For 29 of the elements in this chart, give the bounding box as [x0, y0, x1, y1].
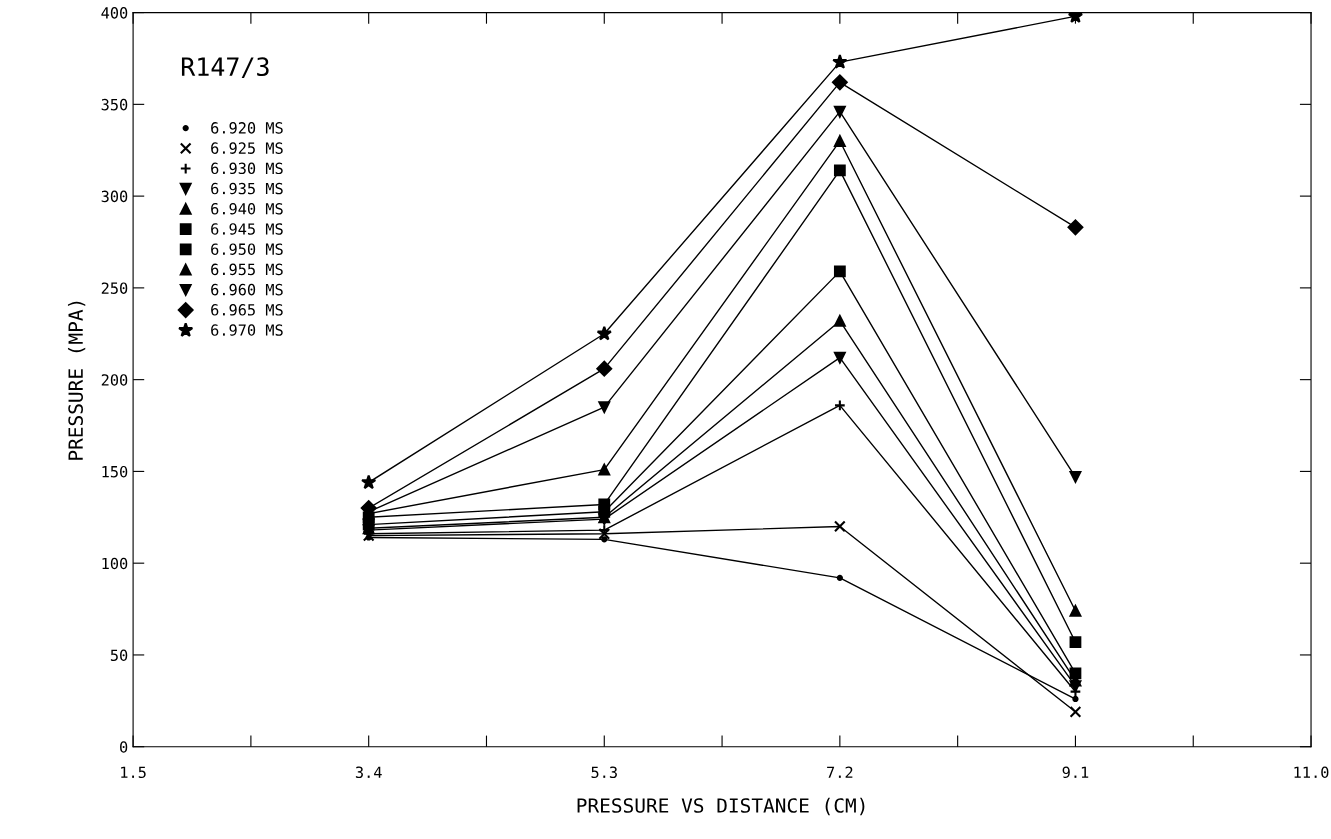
y-tick-label: 300: [101, 190, 128, 203]
legend-label: 6.945 MS: [211, 223, 283, 235]
y-tick-label: 150: [102, 465, 128, 478]
legend-label: 6.955 MS: [211, 263, 283, 276]
y-tick-label: 50: [110, 649, 128, 662]
y-axis-title: PRESSURE (MPA): [67, 301, 86, 460]
legend-label: 6.950 MS: [211, 243, 283, 255]
legend-label: 6.960 MS: [211, 283, 283, 296]
y-tick-label: 200: [101, 374, 128, 386]
x-tick-label: 5.3: [591, 766, 617, 779]
x-tick-label: 9.1: [1062, 766, 1089, 779]
legend-label: 6.965 MS: [211, 304, 283, 316]
legend-label: 6.920 MS: [211, 122, 283, 134]
y-tick-label: 400: [101, 7, 128, 19]
x-tick-label: 3.4: [355, 766, 382, 779]
legend-label: 6.940 MS: [211, 202, 283, 215]
text: R147/3: [181, 57, 269, 79]
x-tick-label: 11.0: [1294, 766, 1329, 779]
y-tick-label: 100: [102, 557, 128, 570]
x-axis-title: PRESSURE VS DISTANCE (CM): [577, 797, 865, 816]
legend-label: 6.925 MS: [211, 142, 283, 154]
y-tick-label: 250: [101, 282, 128, 294]
y-tick-label: 350: [101, 98, 128, 111]
x-tick-label: 1.5: [121, 766, 146, 779]
legend-label: 6.930 MS: [211, 162, 283, 175]
x-tick-label: 7.2: [827, 766, 853, 778]
legend-label: 6.935 MS: [211, 182, 283, 195]
legend-label: 6.970 MS: [211, 324, 283, 336]
y-tick-label: 0: [120, 741, 128, 753]
